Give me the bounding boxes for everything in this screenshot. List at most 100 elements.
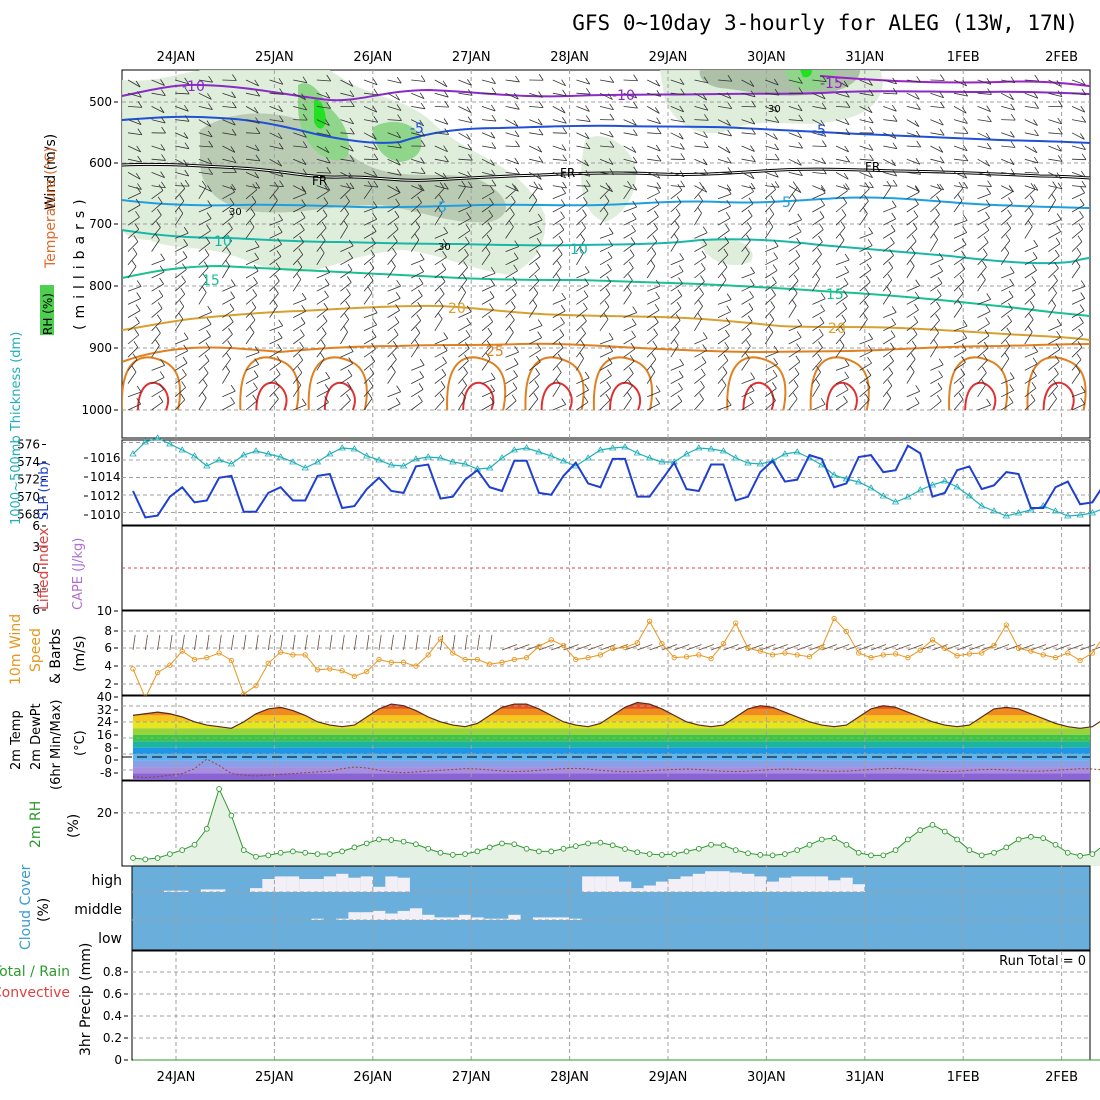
wind-barb [882, 360, 894, 371]
wind-speed-point [1028, 648, 1034, 654]
wind-barb-flag [137, 91, 142, 98]
wind-barb-flag [771, 183, 776, 190]
wind-barb-10m [784, 644, 801, 651]
y-tick-label: 800 [89, 279, 112, 293]
wind-barb-flag [727, 74, 733, 82]
wind-barb [765, 79, 779, 86]
wind-barb [599, 92, 613, 100]
wind-barb-flag [914, 120, 920, 127]
wind-barb-flag [820, 292, 826, 299]
wind-barb-10m [304, 634, 308, 651]
wind-barb [552, 205, 566, 213]
y-tick-label: 6 [32, 603, 40, 617]
wind-barb-flag [892, 179, 898, 187]
wind-barb-flag [509, 220, 514, 228]
wind-barb-flag [633, 101, 638, 109]
wind-barb-flag [844, 265, 850, 273]
wind-barb-flag [133, 235, 139, 242]
wind-barb [977, 158, 990, 167]
wind-barb-flag [702, 332, 708, 339]
mid-cloud-bar [508, 914, 521, 920]
wind-barb-flag [1006, 221, 1012, 229]
wind-barb [812, 310, 825, 318]
wind-barb-10m [760, 644, 776, 651]
wind-barb [859, 350, 873, 358]
wind-barb [788, 337, 802, 345]
wind-barb-10m [181, 634, 185, 651]
wind-barb-10m [218, 634, 222, 651]
wind-barb-flag [751, 128, 756, 135]
wind-barb [340, 145, 354, 152]
wind-barb [293, 92, 306, 101]
thickness-point [141, 438, 150, 445]
wind-barb-10m [993, 644, 1010, 651]
wind-barb-flag [324, 290, 329, 297]
wind-barb-flag [419, 92, 425, 99]
wind-barb-flag [559, 223, 565, 231]
wind-barb-flag [817, 248, 822, 255]
wind-barb [411, 79, 426, 82]
wind-barb-flag [181, 275, 186, 283]
wind-barb [269, 325, 283, 332]
wind-barb-flag [1051, 299, 1056, 306]
wind-barb-flag [344, 313, 349, 320]
wind-barb-flag [561, 117, 567, 124]
isotherm-30-loop [323, 381, 356, 411]
wind-barb [1000, 321, 1012, 332]
wind-barb [953, 386, 965, 398]
wind-barb [859, 92, 874, 97]
wind-barb-flag [632, 306, 638, 313]
wind-barb-flag [136, 385, 142, 393]
thickness-point [547, 452, 555, 459]
wind-barb-flag [750, 372, 756, 379]
wind-barb [694, 200, 703, 213]
wind-barb [481, 158, 495, 166]
wind-barb [481, 321, 493, 332]
wind-barb-flag [581, 327, 586, 334]
thickness-point [768, 457, 777, 464]
wind-barb-flag [700, 380, 705, 388]
thickness-point [953, 483, 961, 490]
wind-speed-point [167, 662, 173, 668]
wind-barb [411, 132, 425, 137]
wind-barb [198, 172, 213, 175]
wind-barb [174, 257, 188, 266]
wind-barb [1071, 229, 1083, 239]
wind-barb-flag [821, 75, 827, 82]
wind-barb [458, 311, 472, 318]
rh-point [216, 786, 222, 792]
wind-barb [481, 378, 496, 384]
wind-barb-flag [798, 114, 804, 122]
wind-barb [835, 158, 850, 163]
run-total: Run Total = 0 [999, 954, 1086, 969]
wind-barb [859, 213, 868, 226]
wind-barb-flag [203, 366, 209, 374]
wind-barb [175, 158, 188, 167]
wind-barb-flag [892, 77, 897, 85]
rh-point [671, 851, 678, 857]
wind-barb-10m [969, 644, 985, 651]
wind-barb-flag [797, 104, 803, 111]
wind-speed-point [450, 650, 456, 656]
wind-barb [316, 172, 331, 174]
wind-barb-flag [585, 115, 591, 122]
wind-barb [316, 252, 325, 266]
wind-barb [1048, 385, 1058, 398]
wind-barb-flag [798, 141, 803, 149]
date-label-top: 27JAN [452, 50, 491, 65]
wind-barb-flag [442, 172, 448, 180]
wind-barb-flag [772, 276, 777, 283]
wind-barb-flag [702, 158, 708, 166]
wind-barb-flag [178, 207, 184, 214]
wind-barb-flag [771, 288, 776, 296]
wind-barb [623, 385, 633, 398]
wind-barb-10m [267, 634, 271, 651]
date-label-bottom: 27JAN [452, 1070, 491, 1085]
wind-barb-flag [395, 186, 401, 193]
wind-barb [647, 403, 660, 411]
wind-barb [623, 255, 635, 266]
wind-barb-flag [184, 179, 190, 187]
wind-barb-flag [1056, 330, 1061, 338]
wind-barb-flag [962, 226, 968, 233]
rh-point [449, 851, 456, 858]
